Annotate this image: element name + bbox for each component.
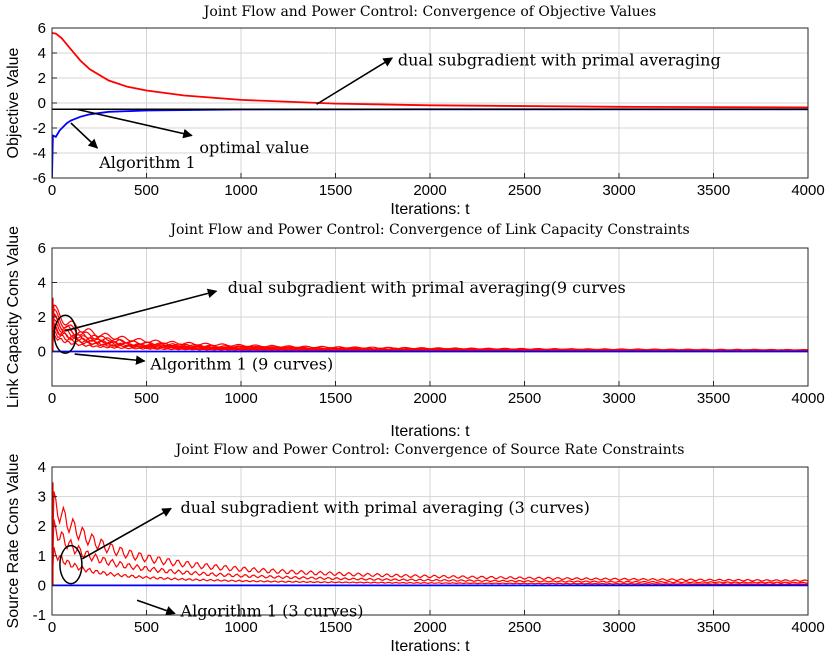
y-tick-label: 1 <box>38 548 46 565</box>
annotation-ellipse <box>53 314 77 354</box>
annotation-label: dual subgradient with primal averaging <box>398 51 721 70</box>
chart-panel-3: Joint Flow and Power Control: Convergenc… <box>5 442 825 655</box>
x-axis-label: Iterations: t <box>390 201 470 218</box>
chart-panel-1: Joint Flow and Power Control: Convergenc… <box>5 4 825 218</box>
annotation-label: Algorithm 1 <box>98 153 195 172</box>
y-axis-label: Objective Value <box>5 47 22 158</box>
y-tick-label: 0 <box>38 95 46 112</box>
x-tick-label: 2500 <box>508 390 541 407</box>
y-tick-label: -6 <box>33 170 46 187</box>
y-axis-label: Source Rate Cons Value <box>5 453 22 628</box>
x-tick-label: 2500 <box>508 619 541 636</box>
y-axis-label: Link Capacity Cons Value <box>5 226 22 408</box>
x-tick-label: 3500 <box>697 182 730 199</box>
y-tick-label: 0 <box>38 344 46 361</box>
x-axis-label: Iterations: t <box>390 423 470 440</box>
annotation-arrow <box>81 507 172 560</box>
y-tick-label: 4 <box>38 275 46 292</box>
plot-area <box>52 482 808 587</box>
x-tick-label: 1000 <box>224 619 257 636</box>
chart-title: Joint Flow and Power Control: Convergenc… <box>202 4 656 20</box>
x-tick-label: 0 <box>48 390 56 407</box>
y-tick-label: -4 <box>33 145 46 162</box>
chart-panel-2: Joint Flow and Power Control: Convergenc… <box>5 222 825 440</box>
x-tick-label: 1500 <box>319 619 352 636</box>
x-tick-label: 3000 <box>602 619 635 636</box>
y-tick-label: 2 <box>38 70 46 87</box>
annotation-label: dual subgradient with primal averaging(9… <box>228 278 626 297</box>
y-tick-label: -1 <box>33 607 46 624</box>
x-tick-label: 2000 <box>413 619 446 636</box>
annotation-arrow <box>74 353 146 365</box>
x-tick-label: 2500 <box>508 182 541 199</box>
x-tick-label: 1500 <box>319 182 352 199</box>
x-tick-label: 2000 <box>413 390 446 407</box>
annotation-ellipse <box>59 544 83 585</box>
series-line-1 <box>52 32 808 109</box>
y-tick-label: -2 <box>33 120 46 137</box>
x-tick-label: 2000 <box>413 182 446 199</box>
x-tick-label: 4000 <box>791 619 824 636</box>
x-tick-label: 3000 <box>602 390 635 407</box>
x-tick-label: 3500 <box>697 619 730 636</box>
y-tick-label: 2 <box>38 309 46 326</box>
x-tick-label: 1500 <box>319 390 352 407</box>
annotation-arrow <box>65 288 218 332</box>
x-tick-label: 4000 <box>791 182 824 199</box>
y-tick-label: 4 <box>38 45 46 62</box>
x-tick-label: 3500 <box>697 390 730 407</box>
series-line-red-2 <box>52 519 808 586</box>
x-tick-label: 3000 <box>602 182 635 199</box>
plot-area <box>52 32 808 178</box>
y-tick-label: 6 <box>38 240 46 257</box>
x-tick-label: 500 <box>134 182 159 199</box>
x-tick-label: 500 <box>134 390 159 407</box>
y-tick-label: 2 <box>38 518 46 535</box>
x-axis-label: Iterations: t <box>390 638 470 655</box>
x-tick-label: 500 <box>134 619 159 636</box>
plot-area <box>52 297 808 353</box>
x-tick-label: 4000 <box>791 390 824 407</box>
y-tick-label: 6 <box>38 20 46 37</box>
annotation-label: Algorithm 1 (3 curves) <box>180 601 364 620</box>
chart-title: Joint Flow and Power Control: Convergenc… <box>174 442 685 458</box>
annotation-arrow <box>316 57 394 105</box>
series-line-red-1 <box>52 547 808 586</box>
x-tick-label: 1000 <box>224 390 257 407</box>
annotation-label: Algorithm 1 (9 curves) <box>149 355 333 374</box>
annotation-label: optimal value <box>199 138 309 157</box>
annotation-arrow <box>76 108 193 139</box>
series-line-red-9 <box>52 304 808 352</box>
x-tick-label: 1000 <box>224 182 257 199</box>
y-tick-label: 0 <box>38 577 46 594</box>
annotation-arrow <box>70 122 99 149</box>
annotation-arrow <box>136 599 176 616</box>
x-tick-label: 0 <box>48 619 56 636</box>
series-line-red-3 <box>52 491 808 586</box>
x-tick-label: 0 <box>48 182 56 199</box>
annotation-label: dual subgradient with primal averaging (… <box>181 498 590 517</box>
y-tick-label: 3 <box>38 489 46 506</box>
y-tick-label: 4 <box>38 459 46 476</box>
chart-title: Joint Flow and Power Control: Convergenc… <box>168 222 689 238</box>
